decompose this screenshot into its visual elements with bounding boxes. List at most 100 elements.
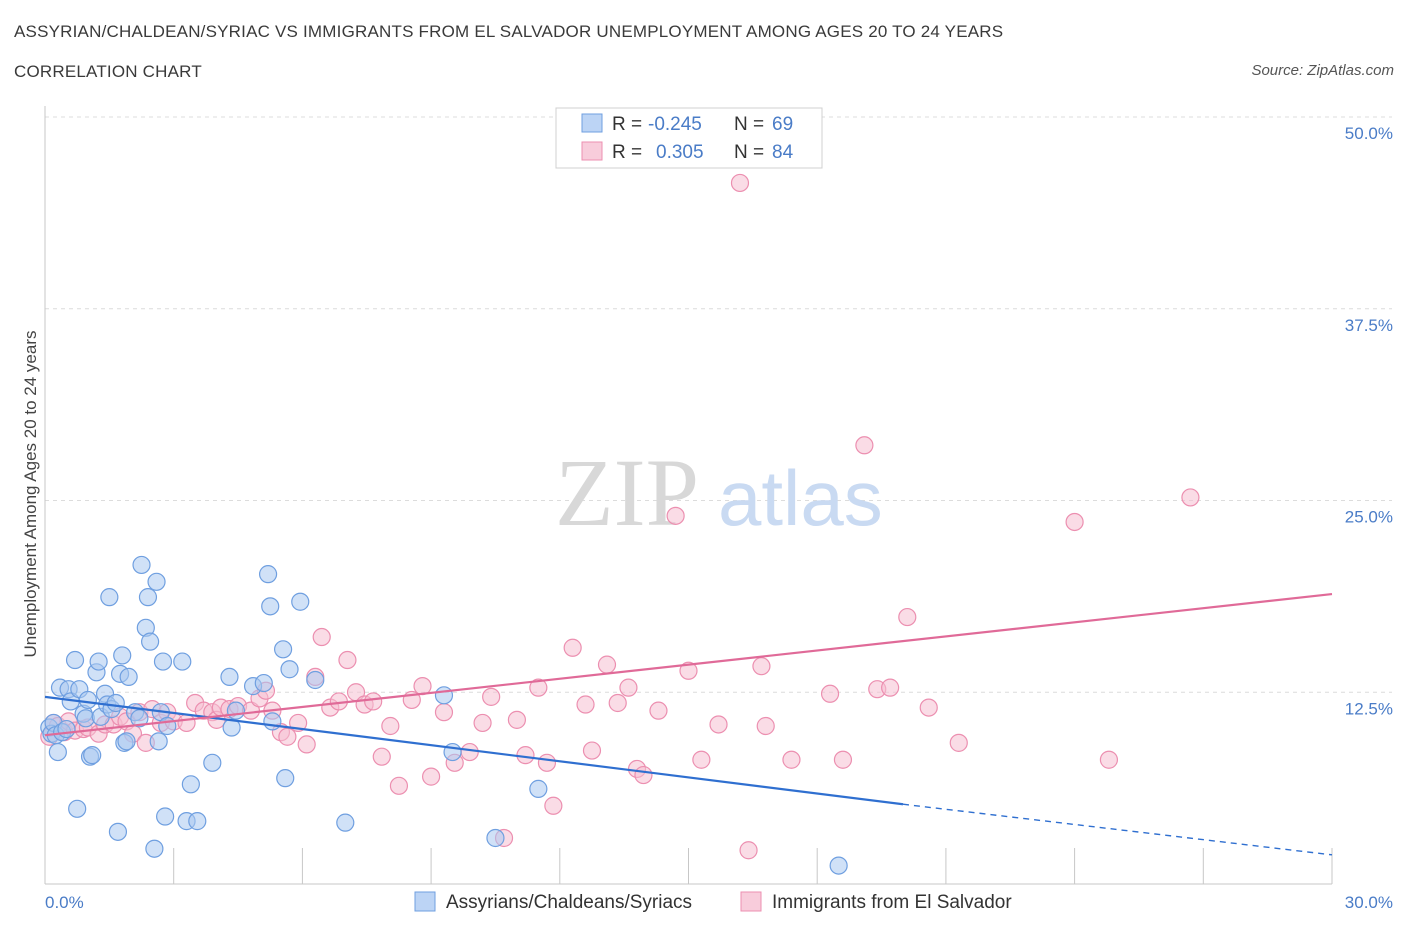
data-point-assyrians	[130, 709, 149, 728]
data-point-assyrians	[108, 822, 128, 841]
data-point-el-salvador	[649, 701, 668, 720]
legend-n-label-pink: N =	[734, 142, 764, 163]
data-point-el-salvador	[619, 678, 638, 697]
data-point-el-salvador	[278, 727, 297, 746]
data-point-assyrians	[220, 667, 239, 687]
y-tick-label: 50.0%	[1345, 124, 1393, 143]
grid-lines	[45, 116, 1392, 693]
data-point-assyrians	[138, 588, 158, 607]
watermark-atlas: atlas	[718, 454, 883, 542]
data-point-assyrians	[156, 807, 175, 826]
data-point-el-salvador	[597, 655, 617, 674]
data-point-assyrians	[188, 812, 207, 831]
data-point-assyrians	[226, 701, 246, 720]
data-point-assyrians	[261, 597, 280, 616]
data-point-assyrians	[273, 640, 293, 659]
legend-n-label-blue: N =	[734, 114, 764, 135]
data-point-assyrians	[83, 746, 102, 765]
source-credit: Source: ZipAtlas.com	[1251, 62, 1394, 79]
data-point-el-salvador	[1181, 488, 1200, 507]
x-tick-marks	[44, 848, 1333, 884]
legend-r-value-pink: 0.305	[656, 142, 704, 163]
data-point-el-salvador	[537, 753, 557, 772]
chart-title: ASSYRIAN/CHALDEAN/SYRIAC VS IMMIGRANTS F…	[14, 22, 1004, 41]
data-point-el-salvador	[855, 436, 874, 455]
legend-swatch-blue	[581, 113, 603, 133]
data-point-assyrians	[117, 732, 136, 751]
data-point-el-salvador	[949, 733, 968, 752]
data-point-el-salvador	[692, 750, 711, 769]
data-point-el-salvador	[833, 750, 853, 769]
data-point-el-salvador	[666, 506, 685, 525]
legend-r-value-blue: -0.245	[648, 114, 702, 135]
data-point-el-salvador	[881, 678, 900, 697]
bottom-legend-label-blue: Assyrians/Chaldeans/Syriacs	[446, 892, 692, 913]
chart-subtitle: CORRELATION CHART	[14, 62, 202, 81]
data-point-el-salvador	[730, 173, 750, 193]
data-point-assyrians	[263, 712, 282, 731]
data-point-assyrians	[153, 652, 173, 671]
data-point-el-salvador	[919, 698, 938, 717]
data-point-el-salvador	[338, 650, 357, 670]
data-point-assyrians	[280, 660, 299, 679]
series-legend: Assyrians/Chaldeans/Syriacs Immigrants f…	[414, 891, 1012, 913]
data-point-assyrians	[132, 555, 151, 575]
data-point-el-salvador	[422, 767, 441, 786]
data-point-assyrians	[119, 667, 138, 687]
data-point-el-salvador	[507, 710, 527, 729]
data-point-el-salvador	[1065, 512, 1084, 532]
data-point-assyrians	[173, 652, 192, 671]
x-tick-label-min: 0.0%	[45, 893, 84, 912]
data-point-el-salvador	[473, 713, 492, 733]
data-point-assyrians	[106, 693, 125, 713]
data-point-assyrians	[68, 799, 87, 818]
legend-n-value-blue: 69	[772, 114, 793, 135]
data-point-el-salvador	[752, 657, 771, 676]
data-point-assyrians	[336, 813, 355, 832]
data-point-assyrians	[222, 718, 241, 737]
data-point-assyrians	[57, 719, 76, 739]
data-point-el-salvador	[709, 715, 728, 734]
data-point-el-salvador	[820, 684, 840, 703]
y-tick-label: 12.5%	[1345, 699, 1393, 718]
data-point-el-salvador	[177, 713, 196, 733]
data-point-el-salvador	[563, 638, 582, 657]
data-point-assyrians	[529, 779, 548, 798]
data-point-el-salvador	[756, 716, 775, 736]
data-point-el-salvador	[297, 735, 316, 754]
data-point-assyrians	[65, 650, 85, 670]
data-point-assyrians	[254, 673, 273, 693]
data-point-assyrians	[434, 686, 454, 705]
data-point-el-salvador	[634, 765, 653, 785]
data-point-assyrians	[203, 753, 222, 772]
data-point-el-salvador	[739, 841, 758, 860]
y-axis-label: Unemployment Among Ages 20 to 24 years	[21, 331, 40, 658]
data-point-el-salvador	[576, 695, 595, 714]
data-point-el-salvador	[434, 703, 454, 722]
data-point-el-salvador	[679, 661, 698, 680]
data-point-assyrians	[76, 709, 95, 728]
data-point-assyrians	[141, 632, 160, 651]
data-point-el-salvador	[529, 678, 548, 697]
data-point-el-salvador	[544, 796, 563, 815]
data-point-assyrians	[276, 769, 295, 788]
data-point-el-salvador	[372, 747, 391, 766]
bottom-legend-swatch-blue	[414, 891, 436, 912]
data-point-assyrians	[89, 652, 108, 671]
legend-r-label-blue: R =	[612, 114, 642, 135]
trend-line-el-salvador	[44, 592, 1333, 737]
zipatlas-watermark: ZIP atlas	[555, 439, 883, 546]
trend-lines	[44, 592, 1333, 856]
data-point-assyrians	[147, 572, 166, 591]
legend-swatch-pink	[581, 141, 603, 161]
bottom-legend-swatch-pink	[740, 891, 762, 912]
data-point-el-salvador	[389, 776, 409, 795]
data-point-el-salvador	[460, 742, 479, 762]
data-point-assyrians	[145, 839, 164, 858]
correlation-legend: R = -0.245 N = 69 R = 0.305 N = 84	[555, 107, 823, 169]
x-tick-label-max: 30.0%	[1345, 893, 1393, 912]
x-tick-labels: 0.0% 30.0%	[45, 893, 1393, 912]
data-point-assyrians	[149, 732, 168, 751]
legend-n-value-pink: 84	[772, 142, 794, 163]
